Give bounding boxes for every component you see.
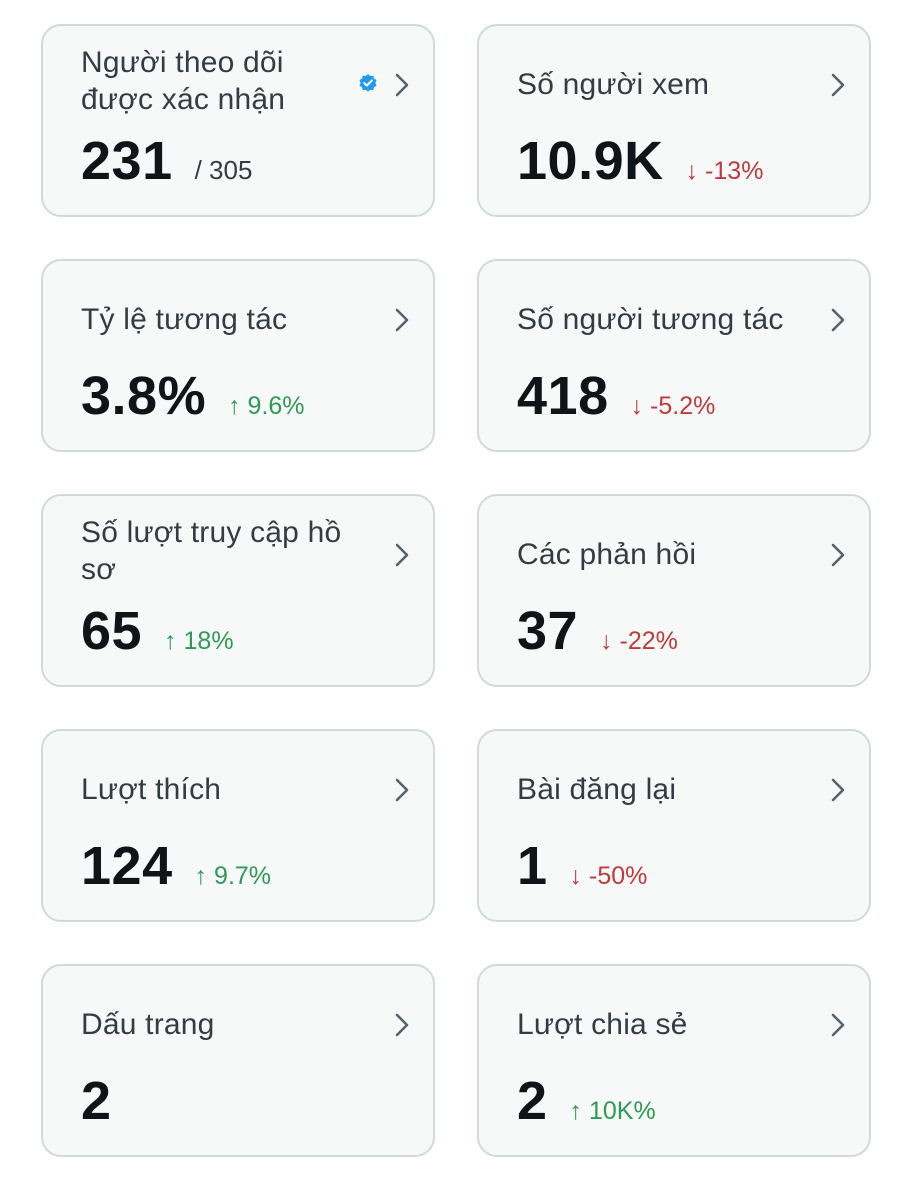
chevron-right-icon[interactable] [827, 777, 849, 803]
change-badge: ↑ 9.6% [228, 392, 305, 420]
card-value: 2 [81, 1071, 112, 1131]
value-row: 124 ↑ 9.7% [81, 836, 271, 896]
card-verified-followers[interactable]: Người theo dõi được xác nhận 231 / 305 [41, 24, 435, 217]
chevron-right-icon[interactable] [391, 777, 413, 803]
card-total: / 305 [194, 155, 253, 185]
change-badge: ↓ -5.2% [630, 392, 716, 420]
value-row: 10.9K ↓ -13% [517, 131, 763, 191]
card-value: 10.9K [517, 131, 664, 191]
chevron-right-icon[interactable] [391, 307, 413, 333]
value-row: 2 ↑ 10K% [517, 1071, 656, 1131]
chevron-right-icon[interactable] [391, 542, 413, 568]
change-badge: ↓ -13% [685, 157, 764, 185]
card-viewers[interactable]: Số người xem 10.9K ↓ -13% [477, 24, 871, 217]
change-badge: ↓ -22% [600, 627, 678, 655]
card-shares[interactable]: Lượt chia sẻ 2 ↑ 10K% [477, 964, 871, 1157]
card-value: 65 [81, 601, 143, 661]
change-badge: ↑ 9.7% [194, 862, 272, 890]
value-row: 418 ↓ -5.2% [517, 366, 715, 426]
card-value: 2 [517, 1071, 548, 1131]
card-engagement-rate[interactable]: Tỷ lệ tương tác 3.8% ↑ 9.6% [41, 259, 435, 452]
verified-badge-icon [358, 73, 378, 93]
card-value: 1 [517, 836, 548, 896]
card-label: Các phản hồi [517, 538, 697, 571]
change-badge: ↓ -50% [569, 862, 648, 890]
chevron-right-icon[interactable] [827, 307, 849, 333]
chevron-right-icon[interactable] [827, 542, 849, 568]
value-row: 2 [81, 1071, 112, 1131]
card-value: 418 [517, 366, 609, 426]
card-label: Bài đăng lại [517, 773, 677, 806]
card-reposts[interactable]: Bài đăng lại 1 ↓ -50% [477, 729, 871, 922]
card-label: Dấu trang [81, 1008, 215, 1041]
card-label: Tỷ lệ tương tác [81, 303, 288, 336]
value-row: 3.8% ↑ 9.6% [81, 366, 305, 426]
card-likes[interactable]: Lượt thích 124 ↑ 9.7% [41, 729, 435, 922]
card-value: 124 [81, 836, 173, 896]
card-replies[interactable]: Các phản hồi 37 ↓ -22% [477, 494, 871, 687]
card-value: 37 [517, 601, 579, 661]
change-badge: ↑ 10K% [569, 1097, 656, 1125]
value-row: 37 ↓ -22% [517, 601, 678, 661]
chevron-right-icon[interactable] [827, 1012, 849, 1038]
value-row: 65 ↑ 18% [81, 601, 234, 661]
card-label: Số người tương tác [517, 303, 784, 336]
card-engaged-users[interactable]: Số người tương tác 418 ↓ -5.2% [477, 259, 871, 452]
change-badge: ↑ 18% [164, 627, 234, 655]
card-bookmarks[interactable]: Dấu trang 2 [41, 964, 435, 1157]
chevron-right-icon[interactable] [391, 1012, 413, 1038]
value-row: 231 / 305 [81, 131, 252, 191]
card-label: Lượt chia sẻ [517, 1008, 688, 1041]
card-value: 3.8% [81, 366, 207, 426]
card-label: Số lượt truy cập hồ sơ [81, 516, 342, 586]
value-row: 1 ↓ -50% [517, 836, 647, 896]
chevron-right-icon[interactable] [391, 72, 413, 98]
card-label: Lượt thích [81, 773, 222, 806]
card-label: Số người xem [517, 68, 710, 101]
card-label: Người theo dõi được xác nhận [81, 46, 286, 116]
card-profile-visits[interactable]: Số lượt truy cập hồ sơ 65 ↑ 18% [41, 494, 435, 687]
chevron-right-icon[interactable] [827, 72, 849, 98]
card-value: 231 [81, 131, 173, 191]
